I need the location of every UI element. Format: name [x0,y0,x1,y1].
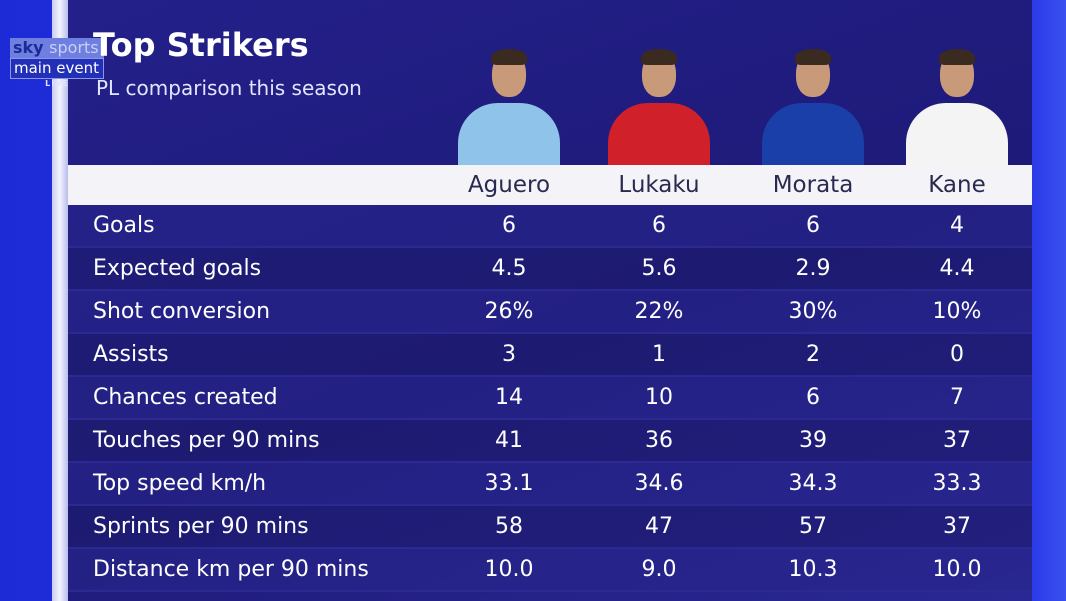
stat-value: 5.6 [641,256,677,281]
stat-value: 10.0 [484,557,534,582]
table-row: Distance km per 90 mins 10.0 9.0 10.3 10.0 [68,549,1032,592]
stat-value: 30% [788,299,838,324]
stat-value: 36 [645,428,673,453]
stat-value: 33.1 [484,471,534,496]
page-title: Top Strikers [93,26,309,64]
stat-value: 6 [806,385,820,410]
stat-label: Distance km per 90 mins [93,557,369,582]
stat-value: 22% [634,299,684,324]
stat-value: 6 [652,213,666,238]
stat-value: 58 [495,514,523,539]
right-background-edge [1032,0,1066,601]
player-hair [491,49,527,65]
stat-value: 0 [950,342,964,367]
stat-value: 6 [806,213,820,238]
stat-label: Shot conversion [93,299,271,324]
player-name: Kane [928,172,986,198]
stat-label: Goals [93,213,155,238]
stat-value: 37 [943,514,971,539]
stat-value: 4.5 [491,256,527,281]
stat-value: 2.9 [795,256,831,281]
stat-label: Expected goals [93,256,262,281]
player-photo [758,45,868,165]
table-row: Shot conversion 26% 22% 30% 10% [68,291,1032,334]
table-row: Assists 3 1 2 0 [68,334,1032,377]
stat-value: 3 [502,342,516,367]
left-accent-bar [52,0,68,601]
stat-value: 6 [502,213,516,238]
player-hair [795,49,831,65]
player-shirt [458,103,560,165]
stat-value: 10.0 [932,557,982,582]
stat-value: 26% [484,299,534,324]
table-row: Touches per 90 mins 41 36 39 37 [68,420,1032,463]
stat-value: 37 [943,428,971,453]
stat-label: Chances created [93,385,278,410]
player-name: Morata [772,172,854,198]
stat-value: 41 [495,428,523,453]
player-photo [604,45,714,165]
stat-value: 47 [645,514,673,539]
player-name: Aguero [467,172,551,198]
stat-label: Sprints per 90 mins [93,514,309,539]
stat-label: Touches per 90 mins [93,428,320,453]
player-shirt [906,103,1008,165]
table-row: Top speed km/h 33.1 34.6 34.3 33.3 [68,463,1032,506]
table-row: Goals 6 6 6 4 [68,205,1032,248]
table-row: Expected goals 4.5 5.6 2.9 4.4 [68,248,1032,291]
stat-value: 1 [652,342,666,367]
player-name: Lukaku [618,172,700,198]
page-subtitle: PL comparison this season [96,76,362,100]
player-shirt [608,103,710,165]
stat-value: 34.3 [788,471,838,496]
stat-value: 4.4 [939,256,975,281]
stat-value: 7 [950,385,964,410]
player-photo [902,45,1012,165]
stat-value: 14 [495,385,523,410]
table-row: Chances created 14 10 6 7 [68,377,1032,420]
player-header-row: Aguero Lukaku Morata Kane [68,165,1032,205]
stat-value: 57 [799,514,827,539]
player-hair [641,49,677,65]
table-row: Sprints per 90 mins 58 47 57 37 [68,506,1032,549]
stat-value: 10% [932,299,982,324]
stat-value: 39 [799,428,827,453]
stat-label: Top speed km/h [93,471,267,496]
player-shirt [762,103,864,165]
sky-sports-logo: sky sports main event LIVE [10,38,104,88]
stat-value: 2 [806,342,820,367]
player-photo [454,45,564,165]
player-hair [939,49,975,65]
stat-label: Assists [93,342,169,367]
stat-value: 10.3 [788,557,838,582]
stat-value: 4 [950,213,964,238]
stat-value: 33.3 [932,471,982,496]
stat-value: 34.6 [634,471,684,496]
stat-value: 10 [645,385,673,410]
stat-value: 9.0 [641,557,677,582]
